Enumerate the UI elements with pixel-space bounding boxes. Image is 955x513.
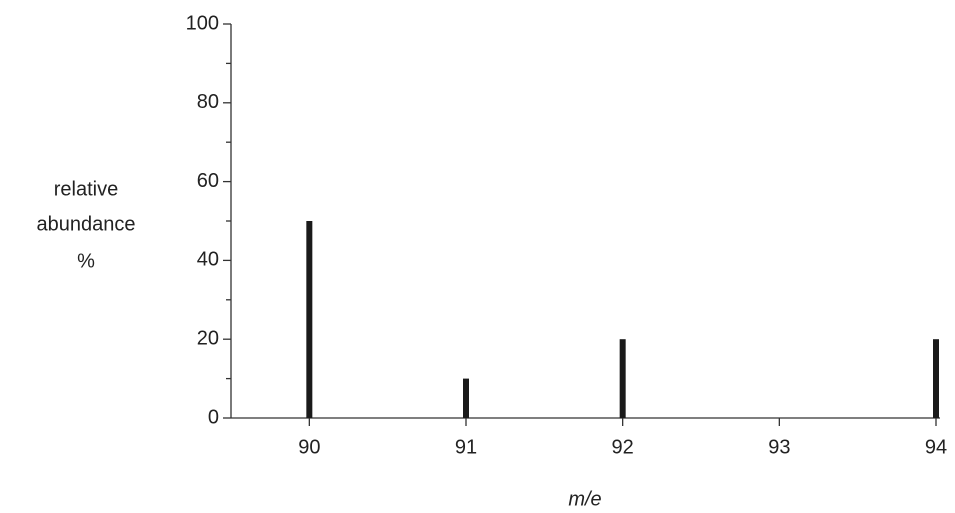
bar bbox=[933, 339, 939, 418]
y-tick-label: 20 bbox=[197, 327, 219, 349]
x-tick-label: 92 bbox=[612, 436, 634, 458]
chart: m/e relative abundance % 0 20 40 60 80 100 90 9… bbox=[0, 0, 955, 513]
y-tick-label: 40 bbox=[197, 249, 219, 271]
x-tick-label: 90 bbox=[298, 436, 320, 458]
x-tick-label: 93 bbox=[768, 436, 790, 458]
y-axis-label: relative bbox=[54, 178, 118, 200]
y-axis-label: abundance bbox=[37, 213, 136, 235]
bar bbox=[620, 339, 626, 418]
bar bbox=[306, 221, 312, 418]
y-tick-label: 100 bbox=[186, 12, 219, 34]
x-axis-label: m/e bbox=[568, 488, 601, 510]
y-tick-label: 60 bbox=[197, 170, 219, 192]
y-tick-label: 0 bbox=[208, 406, 219, 428]
y-tick-label: 80 bbox=[197, 91, 219, 113]
x-tick-label: 91 bbox=[455, 436, 477, 458]
bar bbox=[463, 379, 469, 418]
x-tick-label: 94 bbox=[925, 436, 947, 458]
y-axis-label: % bbox=[77, 250, 95, 272]
